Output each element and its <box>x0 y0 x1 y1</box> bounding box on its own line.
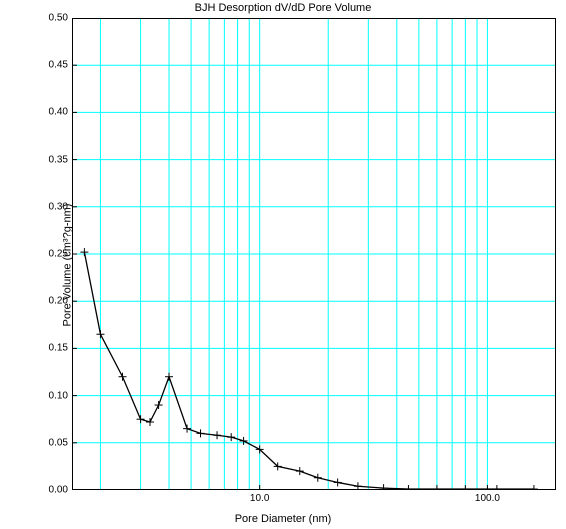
x-tick-label: 100.0 <box>475 493 500 504</box>
y-tick-label: 0.35 <box>30 154 68 165</box>
y-tick-label: 0.40 <box>30 107 68 118</box>
y-tick-label: 0.10 <box>30 390 68 401</box>
plot-area <box>72 18 556 490</box>
chart-container: BJH Desorption dV/dD Pore Volume Pore Vo… <box>0 0 566 529</box>
y-tick-label: 0.25 <box>30 249 68 260</box>
y-tick-label: 0.15 <box>30 343 68 354</box>
y-tick-label: 0.45 <box>30 60 68 71</box>
x-tick-label: 10.0 <box>250 493 269 504</box>
y-tick-label: 0.00 <box>30 485 68 496</box>
y-tick-label: 0.50 <box>30 13 68 24</box>
x-axis-label: Pore Diameter (nm) <box>0 513 566 525</box>
y-tick-label: 0.05 <box>30 437 68 448</box>
y-tick-label: 0.20 <box>30 296 68 307</box>
y-tick-label: 0.30 <box>30 201 68 212</box>
chart-title: BJH Desorption dV/dD Pore Volume <box>0 2 566 14</box>
